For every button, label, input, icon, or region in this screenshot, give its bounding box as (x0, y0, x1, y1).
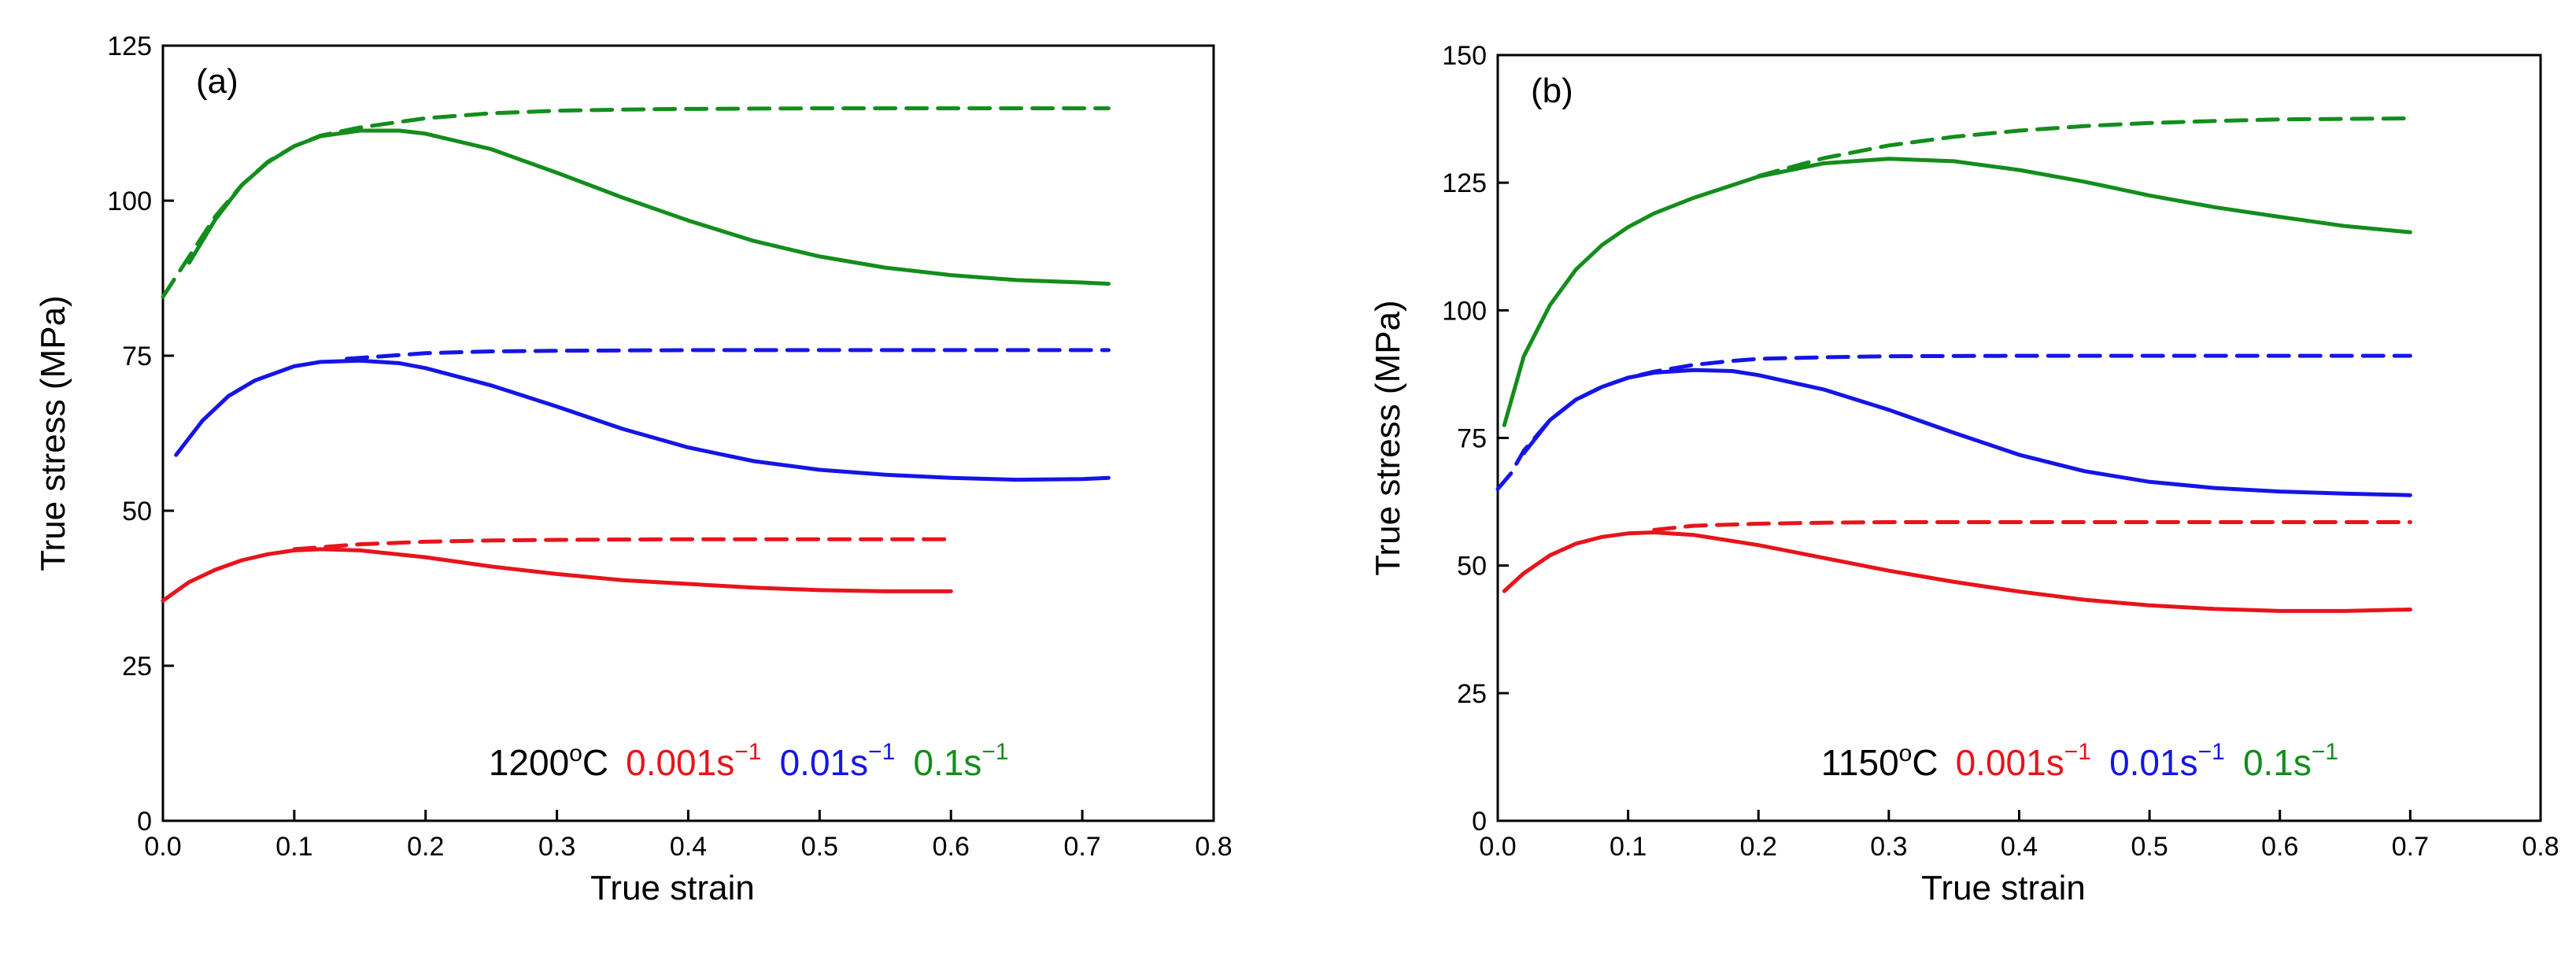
series-line-dashed-5 (1756, 116, 2412, 179)
y-tick-label: 100 (1442, 296, 1487, 326)
legend: 1150oC 0.001s−1 0.01s−1 0.1s−1 (1821, 739, 2338, 783)
y-tick-label: 50 (1457, 552, 1487, 582)
legend-temperature-unit: C (1912, 742, 1938, 783)
legend-entry-0: 0.001s (1956, 742, 2064, 783)
x-tick-label: 0.3 (1870, 832, 1907, 862)
y-axis-title: True stress (MPa) (34, 295, 72, 571)
legend-entry-1: 0.01s (780, 742, 869, 783)
legend-entry-exponent: −1 (734, 739, 761, 765)
legend-entry-0: 0.001s (626, 742, 734, 783)
x-tick-label: 0.4 (2001, 832, 2038, 862)
x-tick-label: 0.1 (275, 832, 312, 862)
x-tick-label: 0.8 (1195, 832, 1232, 862)
panel-label: (a) (196, 62, 238, 101)
series-line-solid-0 (161, 547, 953, 603)
x-axis-title: True strain (1921, 869, 2086, 907)
y-axis-title: True stress (MPa) (1369, 300, 1407, 575)
panel-b: 0.0 0.1 0.2 0.3 0.4 0.5 0.6 0.7 0.8 0 25 50 75 100 125… (1369, 41, 2559, 907)
x-tick-label: 0.1 (1610, 832, 1646, 862)
x-tick-label: 0.8 (2522, 832, 2559, 862)
series-line-dashed-5 (161, 106, 1111, 299)
legend-temperature: 1150 (1821, 742, 1899, 783)
y-tick-label: 75 (1457, 424, 1487, 454)
x-axis-title: True strain (590, 869, 755, 907)
legend-degree-symbol: o (569, 741, 582, 766)
legend-entry-1: 0.01s (2109, 742, 2198, 783)
legend-entry-2: 0.1s (2243, 742, 2312, 783)
series-line-dashed-1 (292, 537, 953, 552)
legend-entry-exponent: −1 (2198, 739, 2225, 765)
series-line-dashed-3 (345, 348, 1111, 361)
x-tick-label: 0.0 (144, 832, 181, 862)
legend-degree-symbol: o (1899, 741, 1913, 766)
legend-entry-exponent: −1 (2312, 739, 2338, 765)
panel-a: 0.0 0.1 0.2 0.3 0.4 0.5 0.6 0.7 0.8 0 25 50 75 100 125… (34, 31, 1233, 907)
y-tick-label: 50 (122, 497, 152, 526)
series-line-solid-2 (174, 358, 1111, 482)
legend-spacer (761, 772, 762, 776)
series-line-dashed-1 (1652, 520, 2412, 532)
y-tick-label: 150 (1442, 41, 1487, 71)
series-line-solid-4 (1502, 157, 2412, 427)
legend-temperature-unit: C (582, 742, 608, 783)
x-tick-label: 0.6 (933, 832, 970, 862)
y-tick-label: 125 (107, 31, 152, 61)
legend-entry-2: 0.1s (913, 742, 981, 783)
x-tick-label: 0.0 (1479, 832, 1516, 862)
plot-frame (161, 44, 1215, 822)
legend-entry-exponent: −1 (981, 739, 1008, 765)
panel-label: (b) (1531, 72, 1573, 110)
y-tick-label: 75 (122, 342, 152, 371)
series-line-solid-4 (187, 128, 1111, 286)
y-tick-label: 25 (122, 652, 152, 682)
y-tick-label: 125 (1442, 168, 1487, 198)
x-tick-label: 0.5 (801, 832, 838, 862)
series-line-dashed-3 (1495, 353, 2412, 491)
x-tick-label: 0.7 (1063, 832, 1100, 862)
x-tick-label: 0.6 (2261, 832, 2298, 862)
y-tick-label: 0 (1472, 807, 1487, 837)
legend-spacer (2225, 772, 2226, 776)
legend-spacer (2091, 772, 2092, 776)
x-tick-label: 0.4 (670, 832, 707, 862)
y-tick-label: 0 (137, 807, 152, 837)
y-tick-label: 25 (1457, 679, 1487, 709)
y-tick-label: 100 (107, 187, 152, 216)
legend-temperature: 1200 (489, 742, 569, 783)
x-tick-label: 0.2 (1740, 832, 1777, 862)
series-line-solid-0 (1502, 530, 2412, 613)
x-tick-label: 0.3 (538, 832, 575, 862)
series-line-solid-2 (1521, 368, 2412, 497)
x-tick-label: 0.7 (2392, 832, 2429, 862)
legend-spacer (895, 772, 896, 776)
x-tick-label: 0.5 (2131, 832, 2168, 862)
x-tick-label: 0.2 (407, 832, 444, 862)
legend-entry-exponent: −1 (868, 739, 895, 765)
legend: 1200oC 0.001s−1 0.01s−1 0.1s−1 (489, 739, 1009, 783)
legend-entry-exponent: −1 (2064, 739, 2091, 765)
